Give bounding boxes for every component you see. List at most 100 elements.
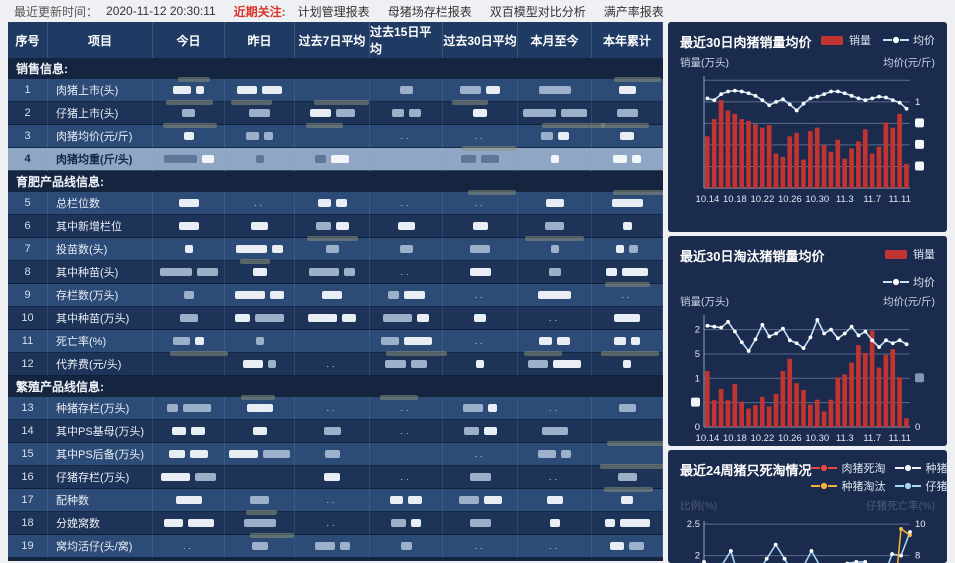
legend-item[interactable]: 销量 — [883, 246, 935, 262]
redacted-value — [251, 542, 268, 550]
row-index: 16 — [8, 466, 48, 489]
table-row[interactable]: 10 其中种苗(万头).. — [8, 307, 663, 330]
redaction-smudge — [601, 123, 649, 128]
redacted-value-cell — [518, 236, 592, 261]
row-index: 2 — [8, 102, 48, 125]
redaction-smudge — [166, 100, 213, 105]
table-row[interactable]: 2 仔猪上市(头) — [8, 100, 663, 125]
redacted-value — [324, 450, 340, 458]
redacted-value-cell — [225, 330, 295, 353]
redacted-value-cell — [295, 100, 370, 125]
redacted-value-cell — [295, 215, 370, 238]
panel-head: 最近30日淘汰猪销量均价 销量 均价 — [680, 246, 935, 290]
table-row[interactable]: 1 肉猪上市(头) — [8, 77, 663, 102]
redacted-value-cell — [370, 535, 443, 558]
redacted-value — [342, 314, 356, 322]
table-row[interactable]: 12 代养费(元/头).. — [8, 351, 663, 376]
redacted-value — [309, 268, 339, 276]
column-header: 本月至今 — [518, 22, 592, 58]
redacted-value — [631, 337, 640, 345]
table-row[interactable]: 3 肉猪均价(元/斤).... — [8, 123, 663, 148]
menu-item[interactable]: 计划管理报表 — [297, 4, 370, 19]
redacted-value-cell: .. — [370, 466, 443, 489]
redacted-value — [538, 86, 571, 94]
redacted-value-cell — [153, 100, 225, 125]
table-row[interactable]: 17 配种数.. — [8, 487, 663, 512]
table-row[interactable]: 19 窝均活仔(头/窝)...... — [8, 533, 663, 558]
redacted-value-cell — [225, 100, 295, 125]
legend-item[interactable]: 均价 — [883, 32, 935, 48]
redacted-value — [522, 109, 556, 117]
line-legend-icon — [811, 463, 838, 473]
redacted-value-cell — [443, 420, 518, 443]
redacted-value — [618, 404, 636, 412]
redacted-value-cell — [443, 238, 518, 261]
redacted-value-cell — [443, 353, 518, 376]
redacted-value-cell — [225, 466, 295, 489]
redacted-value — [391, 109, 404, 117]
redacted-value — [546, 496, 563, 504]
menu-item[interactable]: 母猪场存栏报表 — [387, 4, 472, 19]
redacted-value — [166, 404, 178, 412]
redacted-value-cell — [225, 533, 295, 558]
chart-legend: 销量 均价 — [819, 32, 935, 48]
svg-text:1: 1 — [915, 97, 920, 108]
redacted-value — [255, 337, 264, 345]
table-row[interactable]: 8 其中种苗(头).. — [8, 259, 663, 284]
row-index: 6 — [8, 215, 48, 238]
legend-item[interactable]: 仔猪死亡 — [895, 478, 947, 494]
redacted-value-cell — [225, 259, 295, 284]
row-label: 其中种苗(万头) — [48, 307, 153, 330]
axis-labels: 销量(万头) 均价(元/斤) — [680, 294, 935, 309]
redacted-value-cell — [518, 512, 592, 535]
legend-item[interactable]: 均价 — [883, 274, 935, 290]
redacted-value-cell — [443, 261, 518, 284]
legend-item[interactable]: 种猪淘汰 — [811, 478, 885, 494]
redacted-value-cell — [592, 261, 663, 284]
redacted-value-cell — [518, 79, 592, 102]
redacted-value — [175, 496, 202, 504]
redacted-value — [252, 427, 267, 435]
svg-text:0: 0 — [695, 422, 700, 433]
redacted-value — [469, 519, 491, 527]
legend-item[interactable]: 销量 — [819, 32, 871, 48]
table-row[interactable]: 14 其中PS基母(万头).. — [8, 420, 663, 443]
redacted-value — [481, 155, 499, 163]
redacted-value — [476, 360, 484, 368]
table-row[interactable]: 9 存栏数(万头).... — [8, 282, 663, 307]
menu-item[interactable]: 满产率报表 — [603, 4, 664, 19]
table-row[interactable]: 16 仔猪存栏(万头).... — [8, 464, 663, 489]
redacted-value-cell — [295, 443, 370, 466]
y-axis-label-right: 均价(元/斤) — [883, 57, 935, 69]
redacted-value — [469, 268, 491, 276]
row-label: 配种数 — [48, 489, 153, 512]
row-index: 1 — [8, 79, 48, 102]
svg-text:11.11: 11.11 — [889, 194, 911, 205]
table-row[interactable]: 11 死亡率(%).. — [8, 330, 663, 353]
table-row[interactable]: 6 其中新增栏位 — [8, 215, 663, 238]
redacted-value — [387, 291, 399, 299]
row-index: 14 — [8, 420, 48, 443]
table-row[interactable]: 13 种猪存栏(万头)...... — [8, 395, 663, 420]
redacted-value-cell — [295, 123, 370, 148]
redacted-dashes: .. — [182, 541, 194, 551]
section-row: 销售信息: — [8, 58, 663, 79]
menu-item[interactable]: 双百模型对比分析 — [489, 4, 586, 19]
column-header: 过去15日平均 — [370, 22, 443, 58]
redacted-value-cell: .. — [295, 397, 370, 420]
focus-label: 近期关注: — [233, 4, 286, 19]
legend-item[interactable]: 肉猪死淘 — [811, 460, 885, 476]
redacted-value — [243, 360, 263, 368]
row-index: 13 — [8, 397, 48, 420]
table-row[interactable]: 7 投苗数(头) — [8, 236, 663, 261]
redacted-value — [169, 450, 185, 458]
redacted-value — [196, 86, 204, 94]
table-row[interactable]: 4 肉猪均重(斤/头) — [8, 146, 663, 171]
table-row[interactable]: 18 分娩窝数.. — [8, 510, 663, 535]
legend-item[interactable]: 种猪死亡 — [895, 460, 947, 476]
svg-text:10.30: 10.30 — [805, 194, 829, 205]
redacted-value-cell — [370, 330, 443, 353]
table-row[interactable]: 15 其中PS后备(万头).. — [8, 441, 663, 466]
redacted-value — [184, 245, 193, 253]
table-row[interactable]: 5 总栏位数...... — [8, 190, 663, 215]
